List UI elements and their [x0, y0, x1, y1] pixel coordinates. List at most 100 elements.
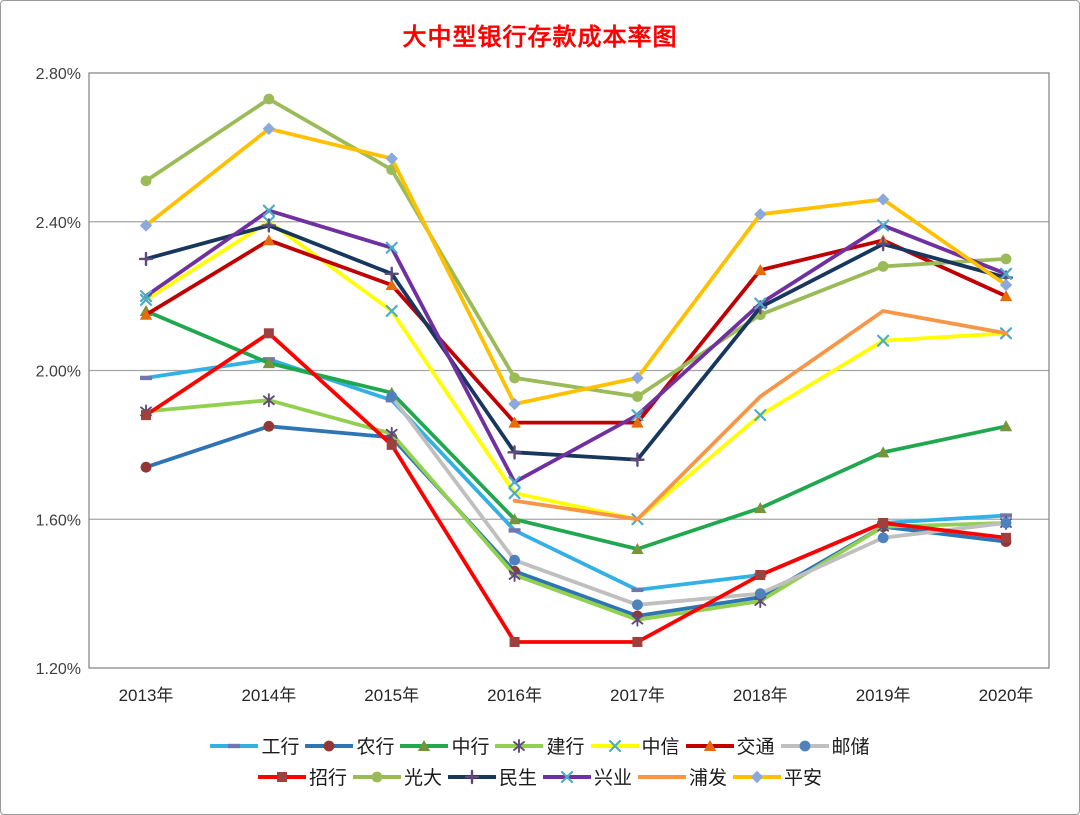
- legend-label: 工行: [261, 737, 300, 758]
- marker-triangle: [418, 739, 431, 751]
- legend-item-农行: 农行: [305, 732, 394, 759]
- marker-circle: [263, 93, 275, 105]
- marker-circle: [140, 175, 152, 187]
- y-tick-label: 2.00%: [36, 364, 81, 381]
- legend-label: 建行: [546, 737, 585, 758]
- series-招行: [141, 328, 1011, 647]
- legend-label: 交通: [736, 737, 775, 758]
- marker-x: [508, 475, 521, 489]
- marker-asterisk: [513, 738, 526, 753]
- marker-dash: [228, 743, 241, 748]
- legend-key-平安: [733, 770, 782, 783]
- legend-key-农行: [305, 740, 354, 751]
- marker-triangle: [631, 416, 644, 428]
- x-category-label: 2014年: [241, 686, 296, 705]
- y-tick-label: 1.60%: [36, 512, 81, 529]
- marker-diamond: [508, 397, 521, 411]
- legend-key-中信: [590, 739, 639, 752]
- series-浦发: [512, 309, 1008, 522]
- marker-plus: [630, 452, 645, 467]
- legend-row-2: 招行 光大 民生 兴业 浦发 平安: [257, 763, 822, 790]
- marker-circle: [140, 461, 152, 473]
- legend-item-招行: 招行: [257, 763, 347, 790]
- legend-item-民生: 民生: [447, 763, 537, 790]
- marker-diamond: [631, 371, 644, 385]
- legend-key-光大: [352, 771, 401, 782]
- x-category-label: 2015年: [364, 686, 419, 705]
- marker-circle: [324, 740, 335, 751]
- x-category-label: 2019年: [856, 686, 911, 705]
- marker-square: [878, 517, 889, 528]
- series-line: [144, 331, 1008, 644]
- marker-triangle: [385, 278, 398, 290]
- marker-square: [632, 636, 643, 647]
- marker-circle: [509, 372, 520, 384]
- legend-key-民生: [447, 769, 496, 784]
- marker-x: [608, 739, 621, 752]
- marker-diamond: [876, 193, 890, 206]
- x-category-label: 2020年: [979, 686, 1034, 705]
- marker-triangle: [754, 502, 767, 514]
- series-line: [144, 309, 1008, 551]
- legend-row-1: 工行 农行 中行 建行 中信 交通 邮储: [210, 732, 870, 759]
- marker-x: [754, 297, 767, 310]
- marker-plus: [507, 445, 522, 460]
- marker-x: [877, 334, 890, 347]
- marker-circle: [799, 740, 810, 751]
- marker-circle: [1000, 517, 1012, 529]
- x-category-label: 2017年: [610, 686, 665, 705]
- marker-diamond: [750, 770, 764, 783]
- series-line: [144, 219, 1008, 522]
- legend-label: 中行: [451, 737, 490, 758]
- marker-asterisk: [385, 426, 398, 441]
- marker-circle: [263, 420, 275, 432]
- series-line: [512, 309, 1008, 522]
- marker-triangle: [876, 446, 890, 458]
- legend-label: 邮储: [831, 737, 870, 758]
- marker-plus: [261, 218, 277, 233]
- legend-item-中行: 中行: [400, 732, 489, 759]
- marker-triangle: [703, 739, 716, 751]
- y-tick-label: 1.20%: [36, 661, 81, 678]
- marker-x: [560, 770, 574, 783]
- plot-border: [88, 72, 1050, 669]
- marker-triangle: [262, 234, 276, 246]
- legend-key-建行: [495, 738, 544, 753]
- series-line: [144, 126, 1008, 406]
- marker-square: [276, 771, 287, 782]
- marker-asterisk: [631, 612, 644, 627]
- legend-item-兴业: 兴业: [543, 763, 632, 790]
- marker-triangle: [508, 416, 521, 428]
- legend-label: 光大: [403, 768, 442, 789]
- series-line: [144, 208, 1008, 484]
- marker-dash: [140, 375, 152, 381]
- marker-circle: [754, 588, 766, 600]
- marker-asterisk: [508, 568, 521, 582]
- legend-item-光大: 光大: [352, 763, 442, 790]
- legend-item-邮储: 邮储: [780, 732, 870, 759]
- marker-dash: [508, 528, 521, 533]
- marker-diamond: [262, 122, 276, 135]
- marker-triangle: [262, 357, 276, 369]
- marker-circle: [509, 554, 520, 566]
- marker-circle: [877, 260, 889, 272]
- marker-circle: [877, 532, 889, 544]
- legend-label: 农行: [356, 737, 395, 758]
- marker-asterisk: [262, 393, 275, 408]
- legend-key-工行: [210, 743, 259, 748]
- marker-x: [631, 409, 644, 422]
- series-光大: [140, 93, 1012, 402]
- marker-x: [139, 290, 153, 303]
- legend-label: 浦发: [689, 768, 728, 789]
- marker-circle: [632, 599, 643, 611]
- y-tick-label: 2.80%: [36, 66, 81, 83]
- series-line: [144, 398, 1008, 622]
- marker-plus: [875, 236, 891, 252]
- legend-label: 中信: [641, 737, 680, 758]
- marker-circle: [1000, 253, 1012, 265]
- marker-dash: [999, 513, 1012, 518]
- y-tick-label: 2.40%: [36, 215, 81, 232]
- legend-item-建行: 建行: [495, 732, 585, 759]
- marker-diamond: [999, 278, 1013, 292]
